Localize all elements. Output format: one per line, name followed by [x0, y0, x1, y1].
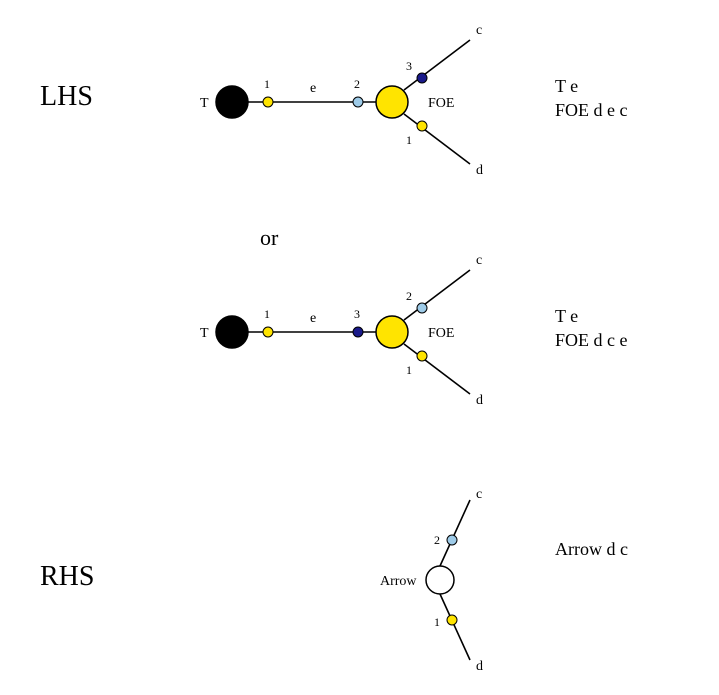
- d2-edge-d: [404, 344, 470, 394]
- d1-port-foe1-num: 1: [406, 133, 412, 147]
- d3-side-1: Arrow d c: [555, 539, 628, 559]
- d1-edge-c: [404, 40, 470, 90]
- d2-port-t1-num: 1: [264, 307, 270, 321]
- d2-t-node: [216, 316, 248, 348]
- d1-port-foe3-num: 3: [406, 59, 412, 73]
- d3-edge-c-end-label: c: [476, 487, 482, 502]
- or-label: or: [260, 225, 279, 250]
- d2-port-t1: [263, 327, 273, 337]
- d1-port-foe1: [417, 121, 427, 131]
- d1-port-foe3: [417, 73, 427, 83]
- d2-edge-d-end-label: d: [476, 393, 483, 408]
- d2-port-foe2-num: 2: [406, 289, 412, 303]
- d3-edge-d-end-label: d: [476, 659, 483, 674]
- d1-port-t1-num: 1: [264, 77, 270, 91]
- d2-port-foe3-num: 3: [354, 307, 360, 321]
- d2-edge-c-end-label: c: [476, 253, 482, 268]
- d1-port-foe2-num: 2: [354, 77, 360, 91]
- d3-port-1-num: 1: [434, 615, 440, 629]
- d3-edge-d: [440, 594, 470, 660]
- rhs-label: RHS: [40, 561, 94, 592]
- d1-edge-e-label: e: [310, 81, 316, 96]
- d3-arrow-node: [426, 566, 454, 594]
- d2-foe-node-label: FOE: [428, 326, 454, 341]
- d1-foe-node-label: FOE: [428, 96, 454, 111]
- d2-port-foe2: [417, 303, 427, 313]
- d1-t-node-label: T: [200, 96, 209, 111]
- d2-edge-e-label: e: [310, 311, 316, 326]
- d2-side-2: FOE d c e: [555, 330, 627, 350]
- d3-arrow-node-label: Arrow: [380, 574, 417, 589]
- d1-port-foe2: [353, 97, 363, 107]
- d2-port-foe1-num: 1: [406, 363, 412, 377]
- lhs-label: LHS: [40, 81, 93, 112]
- d2-foe-node: [376, 316, 408, 348]
- d2-port-foe1: [417, 351, 427, 361]
- d3-edge-c: [440, 500, 470, 566]
- d1-side-1: T e: [555, 76, 578, 96]
- d3-port-2: [447, 535, 457, 545]
- d2-edge-c: [404, 270, 470, 320]
- d3-port-1: [447, 615, 457, 625]
- d2-port-foe3: [353, 327, 363, 337]
- d1-t-node: [216, 86, 248, 118]
- d1-edge-d: [404, 114, 470, 164]
- d1-edge-c-end-label: c: [476, 23, 482, 38]
- d3-port-2-num: 2: [434, 533, 440, 547]
- d2-side-1: T e: [555, 306, 578, 326]
- d1-side-2: FOE d e c: [555, 100, 627, 120]
- d1-port-t1: [263, 97, 273, 107]
- d1-foe-node: [376, 86, 408, 118]
- d1-edge-d-end-label: d: [476, 163, 483, 178]
- d2-t-node-label: T: [200, 326, 209, 341]
